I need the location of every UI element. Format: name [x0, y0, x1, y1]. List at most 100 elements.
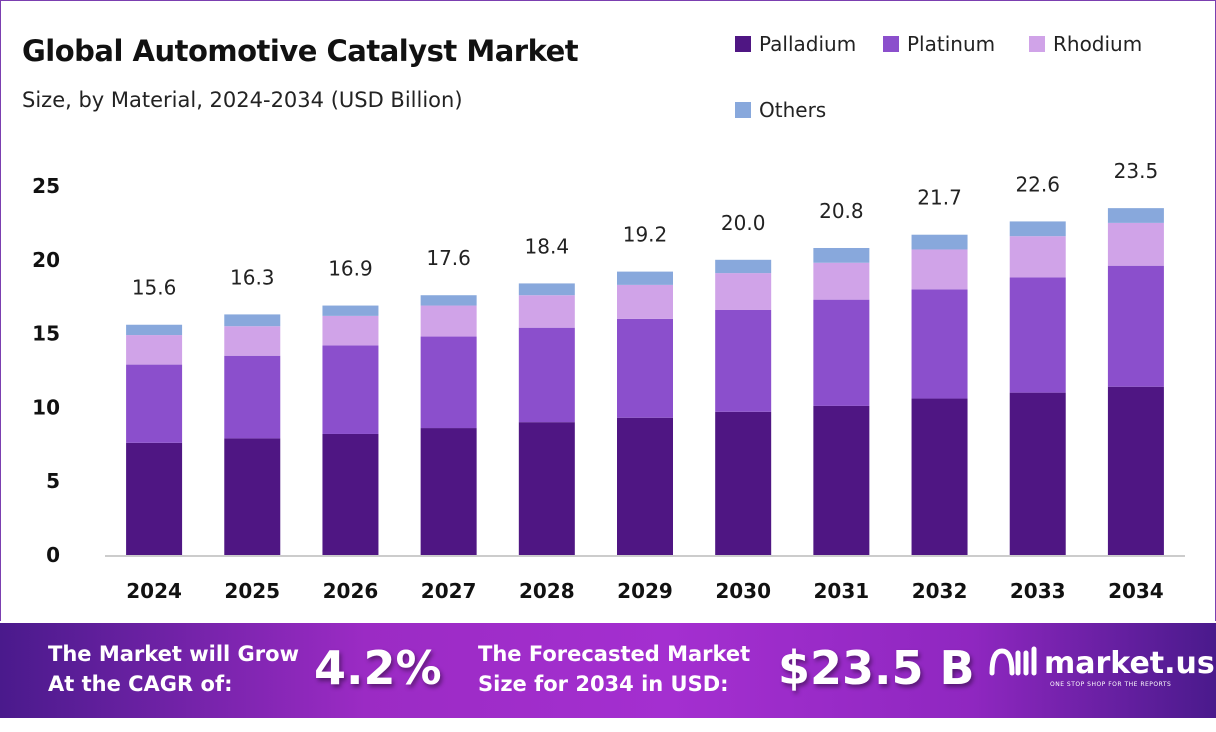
bar-segment-platinum [911, 289, 968, 399]
bar-segment-rhodium [911, 249, 968, 290]
data-label-total: 19.2 [623, 223, 668, 247]
data-label-total: 23.5 [1114, 159, 1159, 183]
x-tick-label: 2032 [912, 579, 968, 603]
logo-icon [989, 646, 1037, 676]
bar-segment-others [617, 271, 673, 285]
cagr-value: 4.2% [314, 641, 442, 695]
bar-segment-palladium [617, 417, 673, 555]
cagr-label-line2: At the CAGR of: [48, 672, 233, 696]
data-label-total: 21.7 [917, 186, 962, 210]
bar-segment-rhodium [224, 326, 281, 356]
legend-swatch [735, 102, 751, 118]
bar-segment-rhodium [813, 262, 870, 300]
bar-segment-others [420, 295, 477, 306]
logo-name: market.us [1044, 645, 1215, 681]
x-tick-label: 2028 [519, 579, 575, 603]
bar-segment-rhodium [1009, 236, 1066, 278]
x-tick-label: 2026 [323, 579, 379, 603]
bar-segment-platinum [224, 355, 281, 439]
x-tick-label: 2031 [814, 579, 870, 603]
bar-segment-others [322, 305, 379, 316]
chart-title: Global Automotive Catalyst Market [22, 34, 579, 68]
bar-segment-others [715, 259, 772, 274]
legend-label: Rhodium [1053, 32, 1143, 56]
x-tick-label: 2027 [421, 579, 477, 603]
bar-segment-palladium [518, 422, 575, 555]
chart-subtitle: Size, by Material, 2024-2034 (USD Billio… [22, 88, 463, 112]
bar-segment-rhodium [715, 273, 772, 310]
bar-segment-platinum [518, 327, 575, 423]
x-tick-label: 2025 [224, 579, 280, 603]
bar-segment-platinum [813, 299, 870, 406]
bar-segment-others [518, 283, 575, 296]
legend-item-palladium: Palladium [735, 32, 856, 56]
bar-segment-rhodium [322, 315, 379, 346]
bar-segment-palladium [1009, 392, 1066, 555]
bar-segment-platinum [617, 318, 673, 418]
y-tick-label: 15 [32, 322, 60, 346]
bar-segment-palladium [420, 428, 477, 555]
bar-segment-rhodium [1107, 222, 1164, 266]
bar-segment-platinum [420, 336, 477, 429]
forecast-label-line2: Size for 2034 in USD: [478, 672, 729, 696]
y-tick-label: 25 [32, 174, 60, 198]
cagr-label: The Market will Grow At the CAGR of: [48, 639, 299, 699]
legend-label: Others [759, 98, 827, 122]
legend-item-others: Others [735, 98, 826, 122]
legend-swatch [1029, 36, 1045, 52]
bar-segment-palladium [322, 433, 379, 555]
x-tick-label: 2030 [715, 579, 771, 603]
data-label-total: 16.9 [328, 257, 373, 281]
forecast-value: $23.5 B [778, 641, 975, 695]
bar-segment-palladium [126, 442, 183, 555]
bar-segment-palladium [813, 405, 870, 555]
legend-label: Palladium [759, 32, 857, 56]
data-label-total: 22.6 [1015, 172, 1060, 196]
y-tick-label: 10 [32, 395, 60, 419]
data-label-total: 15.6 [132, 276, 177, 300]
forecast-label-line1: The Forecasted Market [478, 642, 751, 666]
forecast-label: The Forecasted Market Size for 2034 in U… [478, 639, 750, 699]
logo-tagline: ONE STOP SHOP FOR THE REPORTS [1050, 681, 1172, 688]
bar-segment-platinum [1107, 265, 1164, 387]
bar-segment-platinum [322, 345, 379, 434]
bar-segment-others [1107, 208, 1164, 223]
bar-segment-others [911, 234, 968, 250]
legend-item-rhodium: Rhodium [1029, 32, 1142, 56]
bar-chart: 051015202515.6202416.3202516.9202617.620… [32, 159, 1185, 603]
bar-segment-others [1009, 221, 1066, 237]
legend-swatch [735, 36, 751, 52]
bar-segment-platinum [126, 364, 183, 443]
x-tick-label: 2029 [617, 579, 673, 603]
bar-segment-platinum [1009, 277, 1066, 393]
bar-segment-palladium [224, 438, 281, 555]
summary-banner: The Market will Grow At the CAGR of: 4.2… [0, 623, 1216, 718]
data-label-total: 20.0 [721, 211, 766, 235]
marketus-logo: market.us ONE STOP SHOP FOR THE REPORTS [988, 643, 1215, 688]
y-tick-label: 0 [46, 543, 60, 567]
bar-segment-palladium [911, 398, 968, 555]
cagr-label-line1: The Market will Grow [48, 642, 299, 666]
bar-segment-others [224, 314, 281, 327]
bar-segment-rhodium [126, 335, 183, 365]
bar-segment-rhodium [518, 295, 575, 328]
bar-segment-rhodium [420, 305, 477, 337]
bar-segment-others [126, 324, 183, 336]
bar-segment-palladium [715, 411, 772, 555]
legend-label: Platinum [907, 32, 996, 56]
data-label-total: 17.6 [426, 246, 471, 270]
bar-segment-palladium [1107, 386, 1164, 555]
y-tick-label: 20 [32, 248, 60, 272]
data-label-total: 16.3 [230, 265, 275, 289]
data-label-total: 18.4 [525, 234, 570, 258]
bar-segment-rhodium [617, 284, 673, 319]
legend-swatch [883, 36, 899, 52]
x-tick-label: 2034 [1108, 579, 1164, 603]
x-tick-label: 2024 [126, 579, 182, 603]
y-tick-label: 5 [46, 469, 60, 493]
data-label-total: 20.8 [819, 199, 864, 223]
bar-segment-platinum [715, 309, 772, 412]
bar-segment-others [813, 247, 870, 263]
x-tick-label: 2033 [1010, 579, 1066, 603]
legend-item-platinum: Platinum [883, 32, 995, 56]
